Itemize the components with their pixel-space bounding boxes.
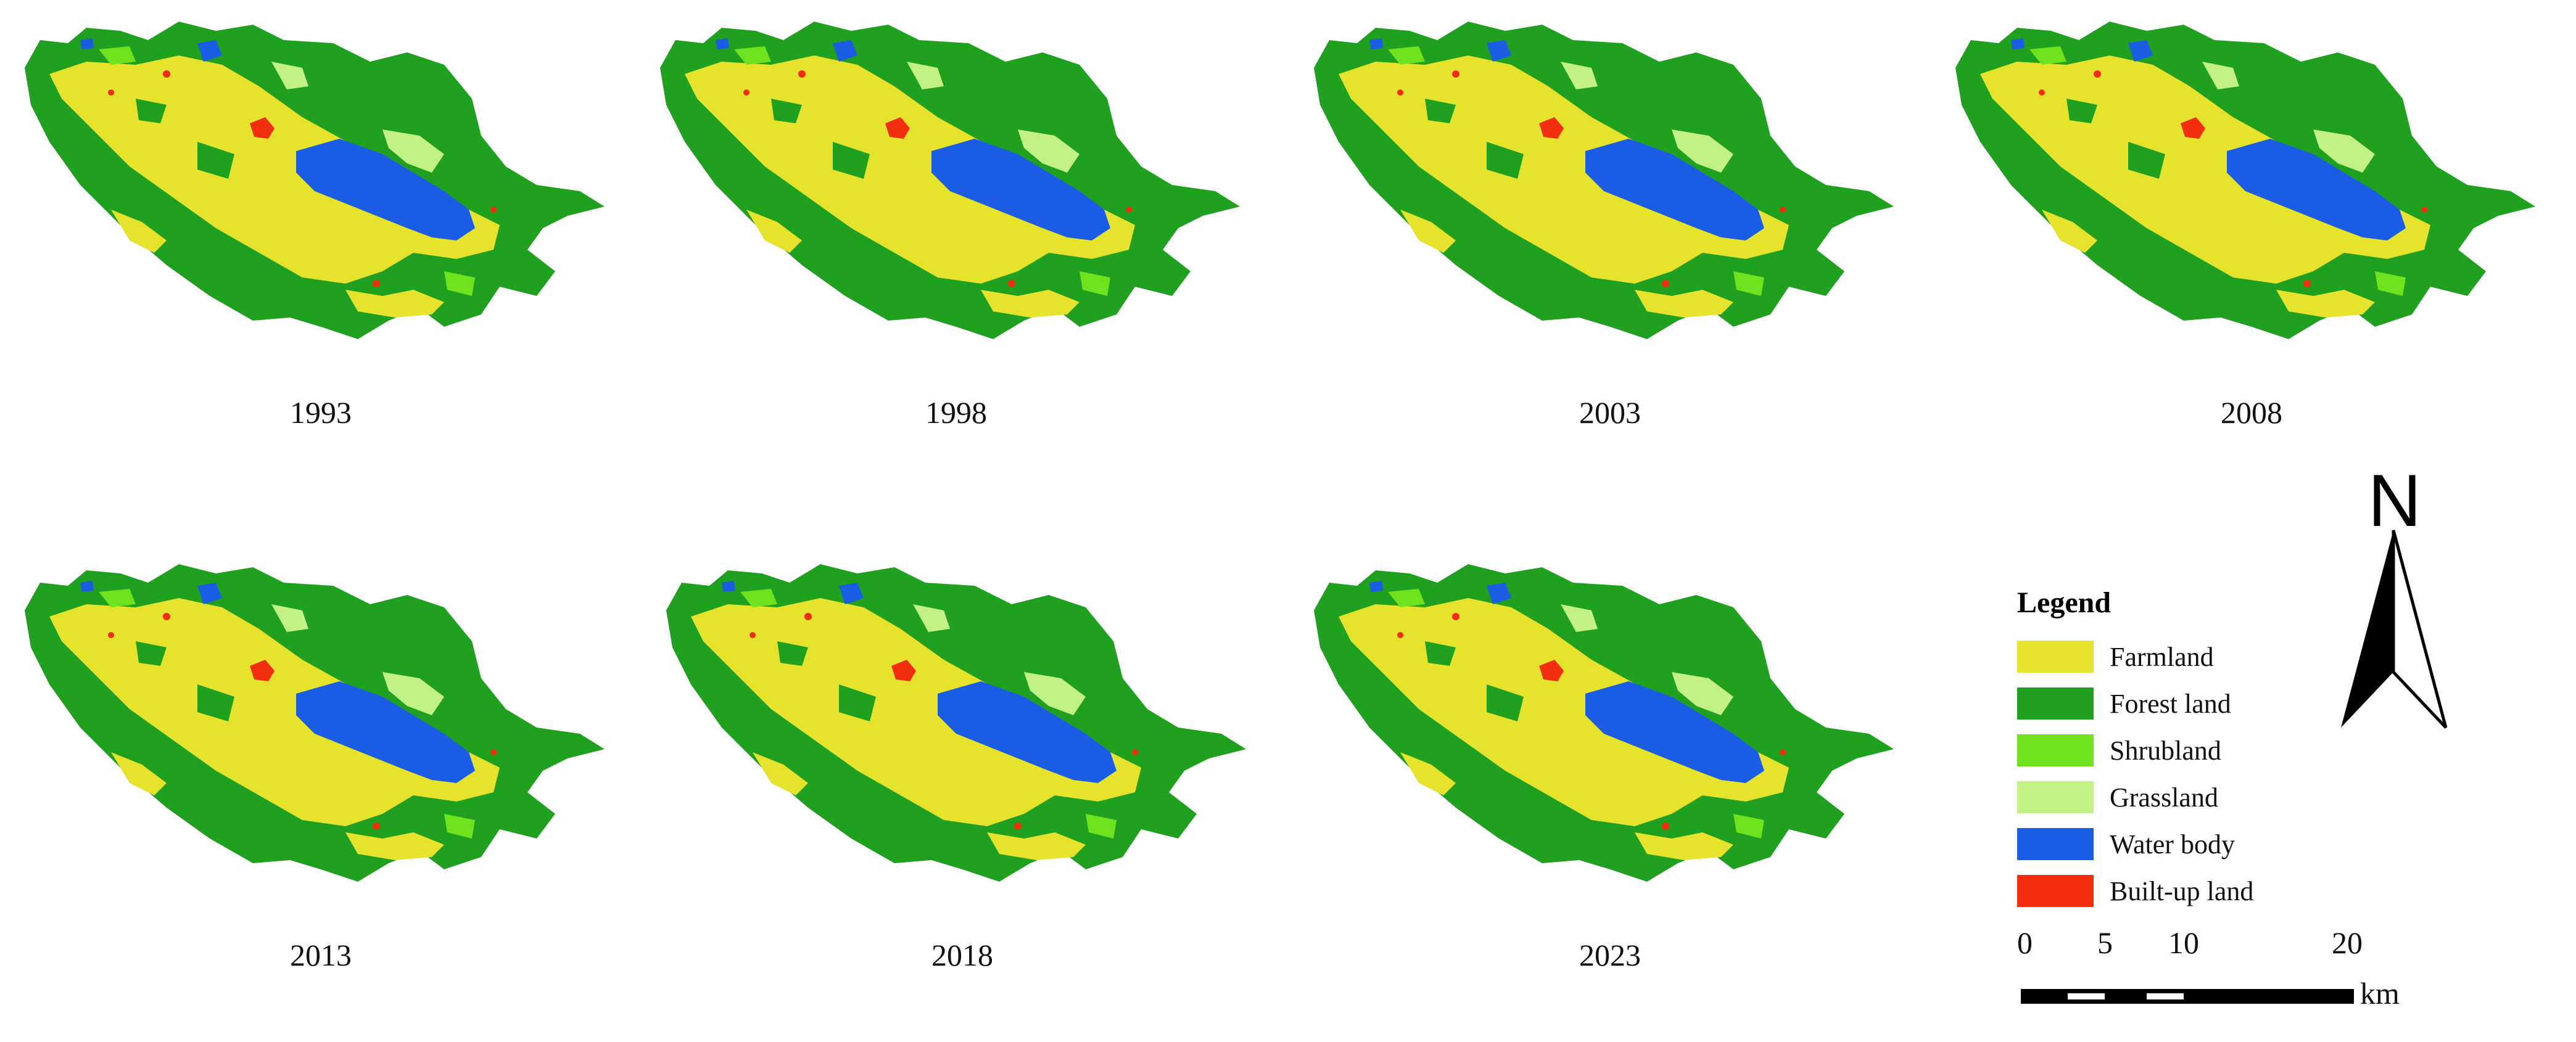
scale-tick-label: 20	[2332, 925, 2363, 960]
land-use-map	[25, 564, 605, 882]
legend-swatch	[2017, 781, 2094, 813]
land-use-map	[1314, 564, 1894, 882]
scale-tick-label: 0	[2017, 925, 2033, 960]
land-use-map	[1955, 22, 2535, 339]
legend-title: Legend	[2017, 586, 2112, 619]
legend-swatch	[2017, 828, 2094, 860]
land-use-map	[25, 22, 605, 339]
legend-item-shrubland: Shrubland	[2017, 727, 2338, 774]
legend-label: Forest land	[2110, 688, 2231, 719]
map-panel-2023: 2023	[1302, 549, 1918, 1042]
year-label: 2013	[290, 938, 352, 972]
map-panel-2003: 2003	[1302, 6, 1918, 499]
legend: Legend Farmland Forest land Shrubland Gr…	[2017, 586, 2338, 914]
map-panel-1993: 1993	[12, 6, 629, 499]
scale-tick-label: 5	[2097, 925, 2113, 960]
legend-swatch	[2017, 734, 2094, 766]
year-label: 2018	[931, 938, 993, 972]
year-label: 2023	[1579, 938, 1641, 972]
legend-label: Grassland	[2110, 782, 2218, 813]
map-panel-2013: 2013	[12, 549, 629, 1042]
legend-label: Built-up land	[2110, 876, 2254, 906]
year-label: 2003	[1579, 395, 1641, 430]
legend-label: Water body	[2110, 829, 2235, 859]
legend-item-built-up-land: Built-up land	[2017, 868, 2338, 914]
land-use-map	[1314, 22, 1894, 339]
land-use-map	[660, 22, 1240, 339]
year-label: 1998	[925, 395, 987, 430]
legend-swatch	[2017, 641, 2094, 673]
year-label: 1993	[290, 395, 352, 430]
north-arrow-icon	[2341, 530, 2448, 729]
map-panel-2008: 2008	[1943, 6, 2560, 499]
scale-bar: 0 5 10 20 km	[2017, 925, 2560, 1024]
legend-item-grassland: Grassland	[2017, 774, 2338, 821]
map-panel-1998: 1998	[648, 6, 1265, 499]
year-label: 2008	[2221, 395, 2282, 430]
legend-swatch	[2017, 687, 2094, 720]
legend-label: Farmland	[2110, 641, 2214, 672]
land-use-map	[666, 564, 1246, 882]
map-panel-2018: 2018	[654, 549, 1271, 1042]
legend-item-forest-land: Forest land	[2017, 680, 2338, 727]
scale-tick-label: 10	[2168, 925, 2199, 960]
legend-item-farmland: Farmland	[2017, 633, 2338, 680]
legend-swatch	[2017, 875, 2094, 907]
scale-unit-label: km	[2360, 976, 2400, 1011]
north-letter: N	[2368, 459, 2422, 542]
legend-item-water-body: Water body	[2017, 821, 2338, 868]
scale-bar-graphic	[2021, 989, 2354, 1004]
legend-label: Shrubland	[2110, 735, 2221, 766]
